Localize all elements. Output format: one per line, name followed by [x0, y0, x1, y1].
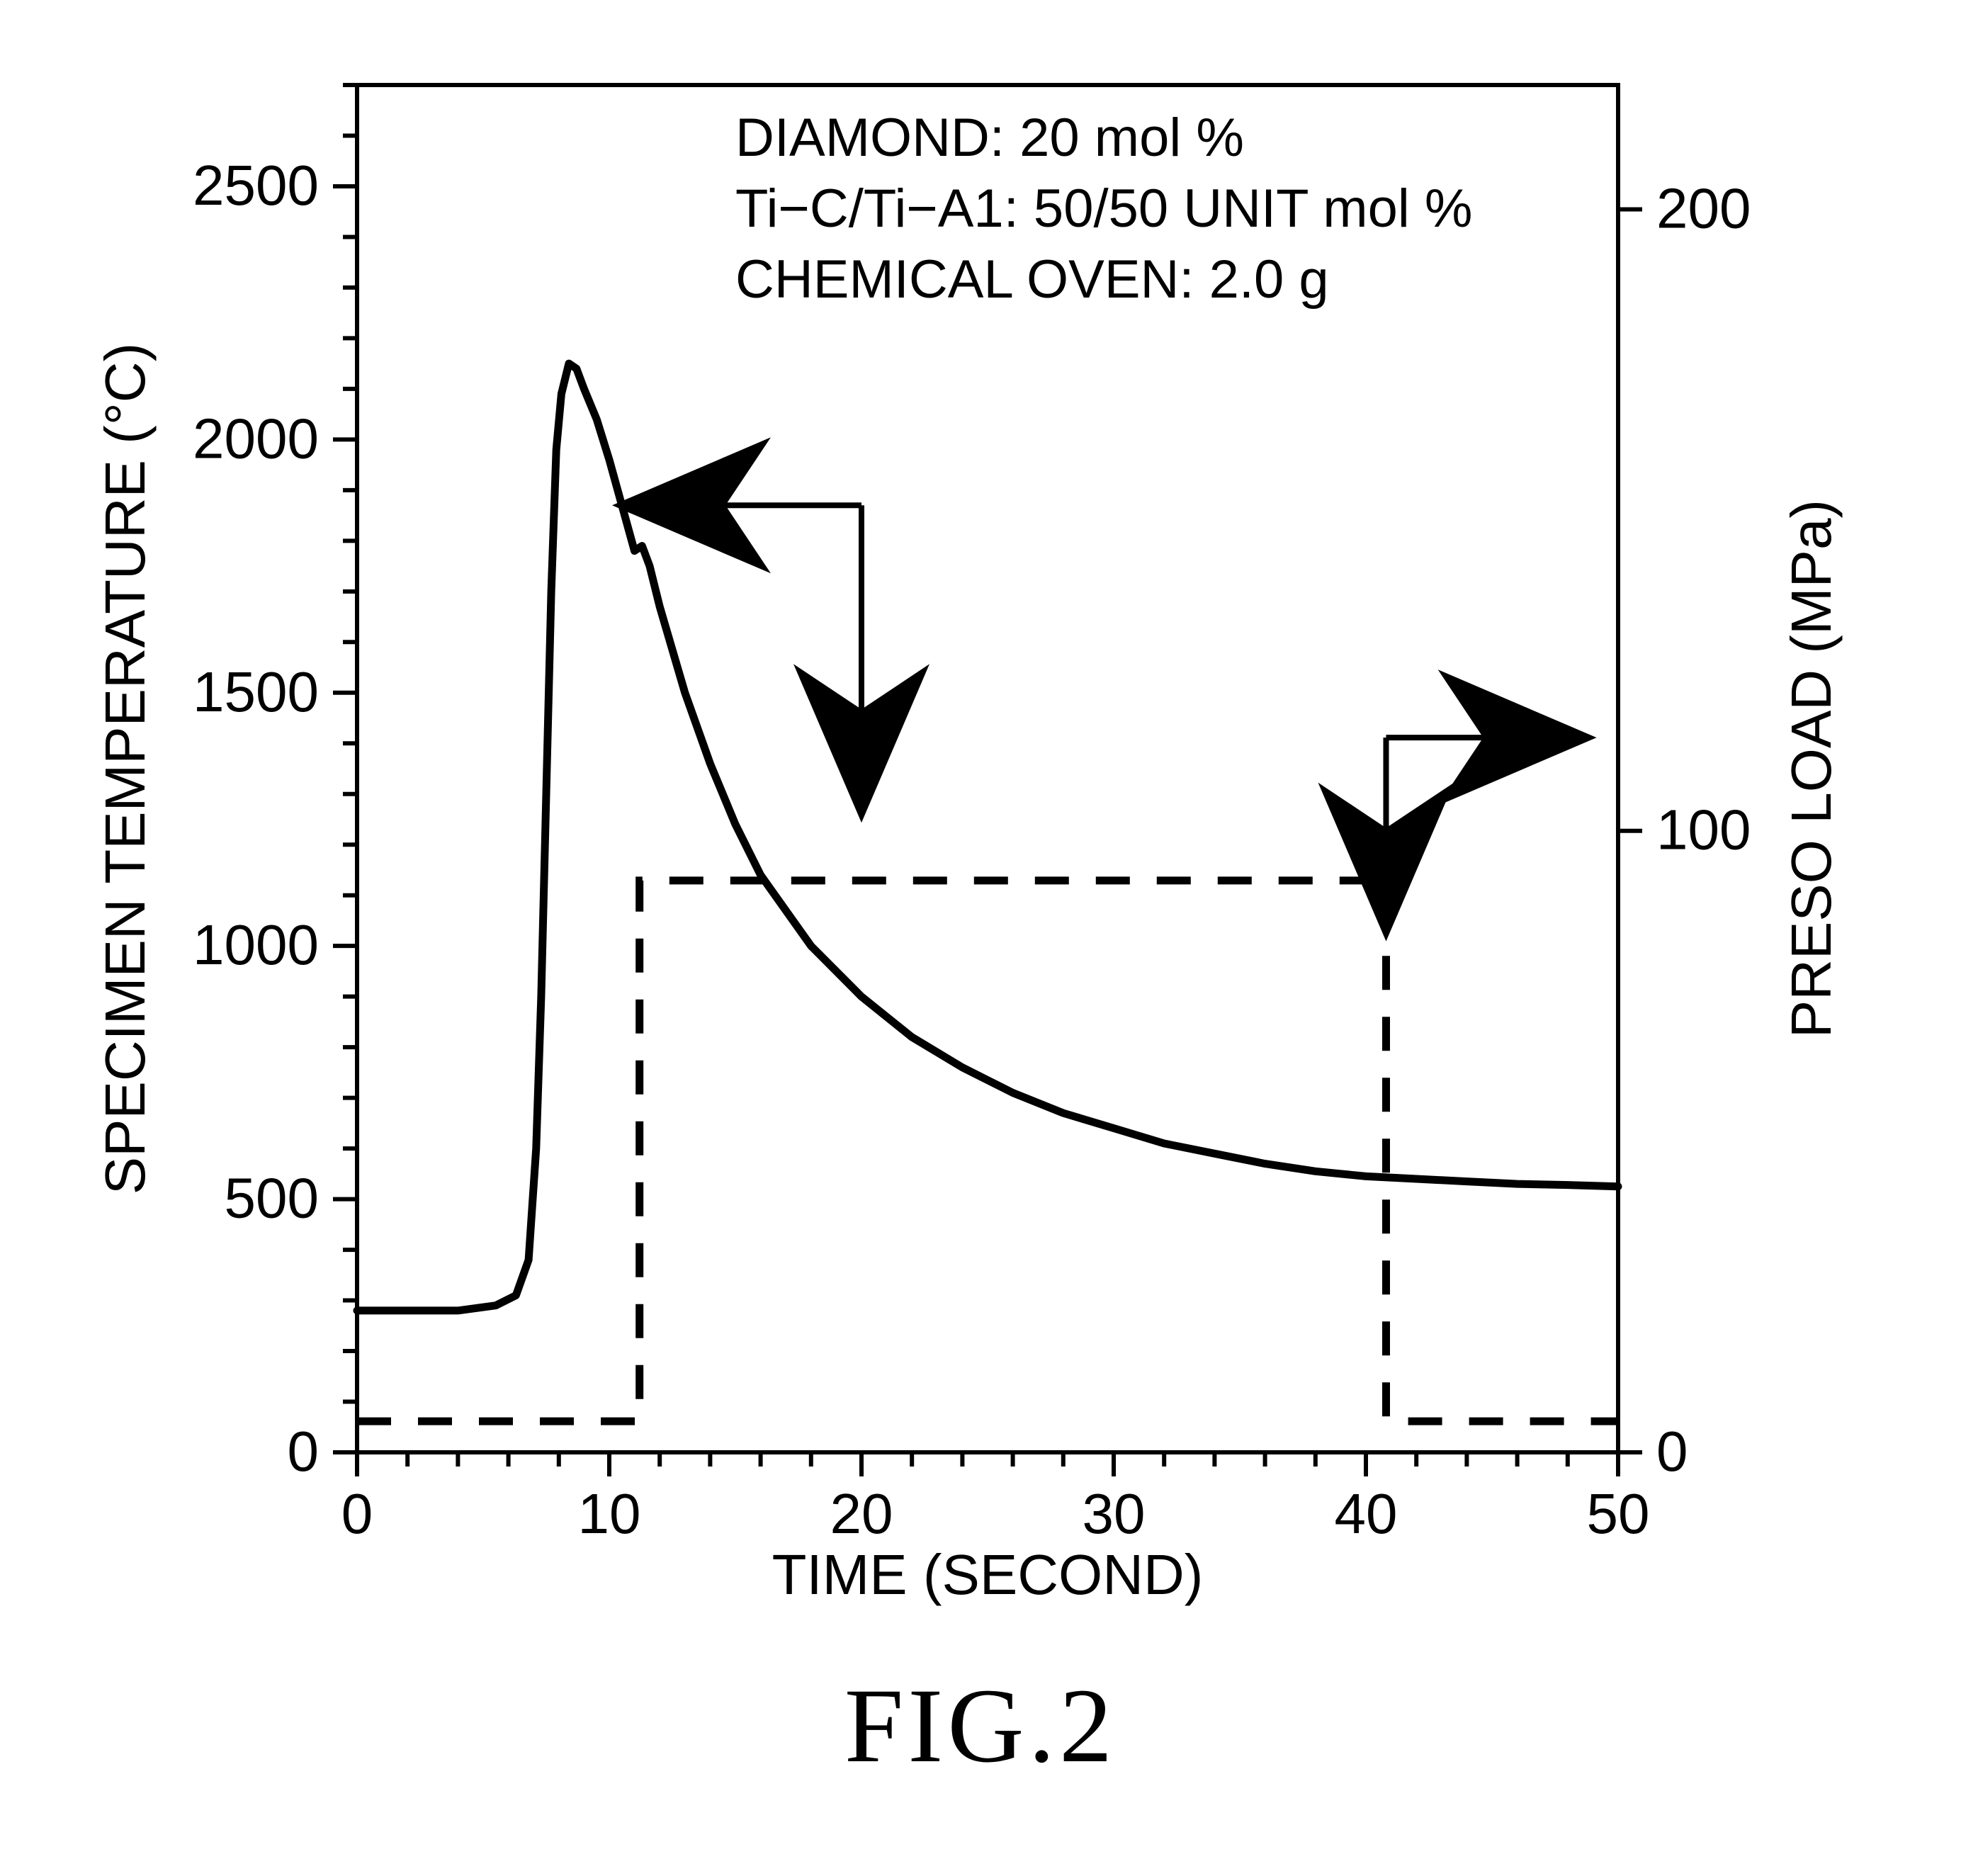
chart-annotation: CHEMICAL OVEN: 2.0 g — [735, 249, 1329, 310]
x-tick-label: 50 — [1587, 1482, 1650, 1545]
y-left-tick-label: 0 — [288, 1420, 320, 1483]
y-right-tick-label: 100 — [1656, 798, 1751, 861]
x-tick-label: 0 — [341, 1482, 373, 1545]
y-left-tick-label: 1000 — [193, 913, 319, 976]
x-tick-label: 30 — [1083, 1482, 1146, 1545]
chart-annotation: DIAMOND: 20 mol % — [735, 108, 1244, 168]
x-tick-label: 10 — [578, 1482, 641, 1545]
figure-caption: FIG.2 — [0, 1665, 1961, 1787]
chart-annotation: Ti−C/Ti−A1: 50/50 UNIT mol % — [735, 179, 1472, 239]
y-right-axis-label: PRESO LOAD (MPa) — [1780, 499, 1843, 1038]
y-left-tick-label: 2000 — [193, 407, 319, 470]
y-right-tick-label: 0 — [1656, 1420, 1688, 1483]
x-tick-label: 40 — [1335, 1482, 1398, 1545]
y-right-tick-label: 200 — [1656, 176, 1751, 239]
y-left-tick-label: 500 — [225, 1167, 319, 1230]
y-left-axis-label: SPECIMEN TEMPERATURE (°C) — [94, 343, 157, 1194]
y-left-tick-label: 1500 — [193, 660, 319, 723]
figure-wrapper: 01020304050TIME (SECOND)0500100015002000… — [0, 0, 1961, 1876]
x-axis-label: TIME (SECOND) — [772, 1543, 1204, 1606]
y-left-tick-label: 2500 — [193, 154, 319, 217]
x-tick-label: 20 — [830, 1482, 893, 1545]
dual-axis-chart: 01020304050TIME (SECOND)0500100015002000… — [88, 43, 1873, 1637]
